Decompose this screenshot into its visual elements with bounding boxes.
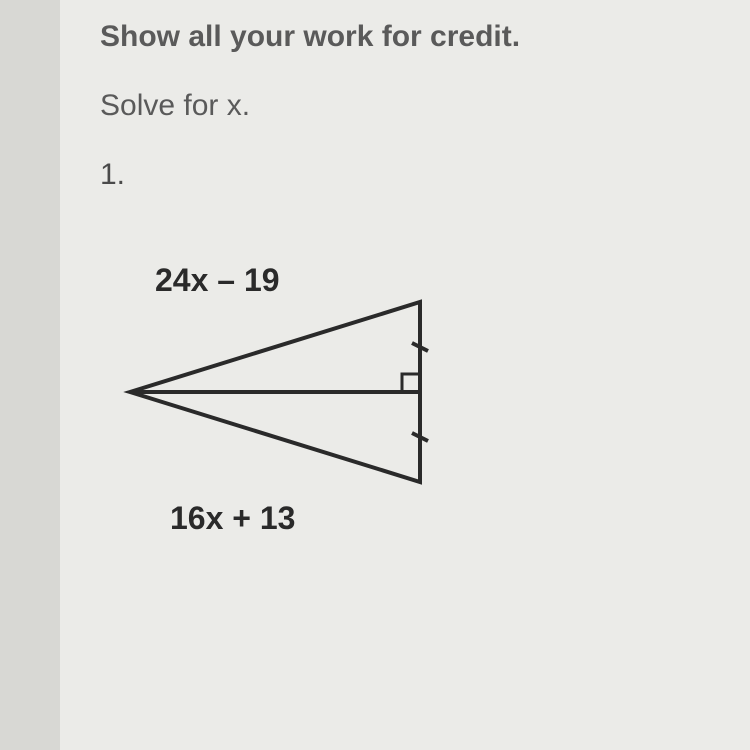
- solve-instruction: Solve for x.: [100, 89, 710, 123]
- triangle-diagram: 24x – 19 16x + 13: [110, 262, 490, 542]
- right-angle-icon: [402, 374, 420, 392]
- triangle-svg: [110, 292, 490, 502]
- worksheet-page: Show all your work for credit. Solve for…: [60, 0, 750, 750]
- credit-heading: Show all your work for credit.: [100, 20, 710, 54]
- problem-number: 1.: [100, 158, 710, 192]
- bottom-side-label: 16x + 13: [170, 500, 295, 537]
